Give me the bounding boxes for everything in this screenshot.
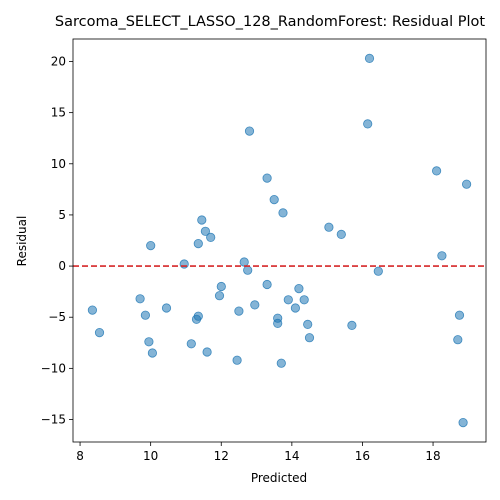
data-point-14	[200, 226, 210, 236]
y-tick-label: 0	[58, 259, 66, 273]
y-tick-label: 15	[51, 106, 66, 120]
data-point-25	[262, 279, 272, 290]
data-point-12	[193, 311, 203, 321]
data-point-32	[283, 295, 293, 305]
data-point-19	[232, 355, 242, 365]
data-point-44	[431, 166, 442, 176]
data-point-36	[303, 319, 313, 329]
chart-title: Sarcoma_SELECT_LASSO_128_RandomForest: R…	[55, 14, 486, 30]
y-tick-label: −10	[41, 361, 66, 375]
data-point-30	[276, 358, 286, 368]
data-point-1	[94, 327, 105, 338]
x-tick-label: 18	[425, 449, 440, 463]
data-point-15	[202, 347, 212, 357]
ticks-layer: 8 10 12 14 16 18 −15 −10 −5 0 5 10 15 20	[41, 55, 441, 463]
y-tick-label: −15	[41, 412, 66, 426]
data-point-11	[193, 239, 203, 249]
data-point-39	[336, 229, 346, 239]
x-tick-label: 10	[143, 449, 158, 463]
data-point-5	[146, 241, 156, 251]
data-point-31	[278, 208, 288, 218]
data-point-0	[87, 305, 98, 315]
data-point-35	[299, 295, 309, 305]
x-tick-label: 14	[284, 449, 299, 463]
data-point-22	[243, 265, 253, 275]
data-point-43	[373, 266, 383, 276]
data-point-40	[347, 320, 357, 330]
plot-frame	[72, 38, 487, 443]
x-tick-label: 8	[76, 449, 84, 463]
data-point-34	[294, 283, 304, 294]
data-point-23	[244, 126, 255, 136]
data-point-49	[461, 179, 472, 189]
data-point-3	[140, 310, 150, 320]
data-point-6	[147, 348, 157, 358]
points-layer	[87, 53, 472, 428]
data-point-8	[179, 259, 189, 269]
data-point-18	[216, 281, 226, 292]
x-tick-label: 12	[214, 449, 229, 463]
data-point-26	[262, 173, 272, 183]
y-tick-label: 10	[51, 157, 66, 171]
data-point-46	[453, 335, 463, 345]
data-point-27	[269, 195, 279, 205]
data-point-17	[214, 291, 225, 301]
data-point-45	[437, 251, 447, 261]
data-point-37	[304, 333, 315, 343]
data-point-7	[161, 303, 172, 313]
data-point-48	[458, 417, 468, 428]
data-point-24	[250, 300, 260, 310]
y-tick-label: 5	[58, 208, 66, 222]
data-point-38	[324, 222, 334, 232]
data-point-4	[144, 337, 154, 347]
data-point-47	[454, 310, 465, 320]
data-point-21	[239, 257, 249, 267]
x-axis-label: Predicted	[251, 471, 307, 485]
data-point-41	[363, 119, 373, 129]
data-point-9	[186, 339, 196, 349]
data-point-42	[364, 53, 375, 64]
data-point-29	[273, 318, 283, 328]
y-tick-label: −5	[48, 310, 66, 324]
data-point-33	[290, 303, 300, 313]
data-point-13	[197, 215, 207, 225]
data-point-2	[135, 294, 145, 304]
x-tick-label: 16	[355, 449, 370, 463]
data-point-20	[234, 306, 244, 316]
data-point-16	[206, 232, 216, 242]
y-tick-label: 20	[51, 55, 66, 69]
y-axis-label: Residual	[15, 216, 29, 267]
